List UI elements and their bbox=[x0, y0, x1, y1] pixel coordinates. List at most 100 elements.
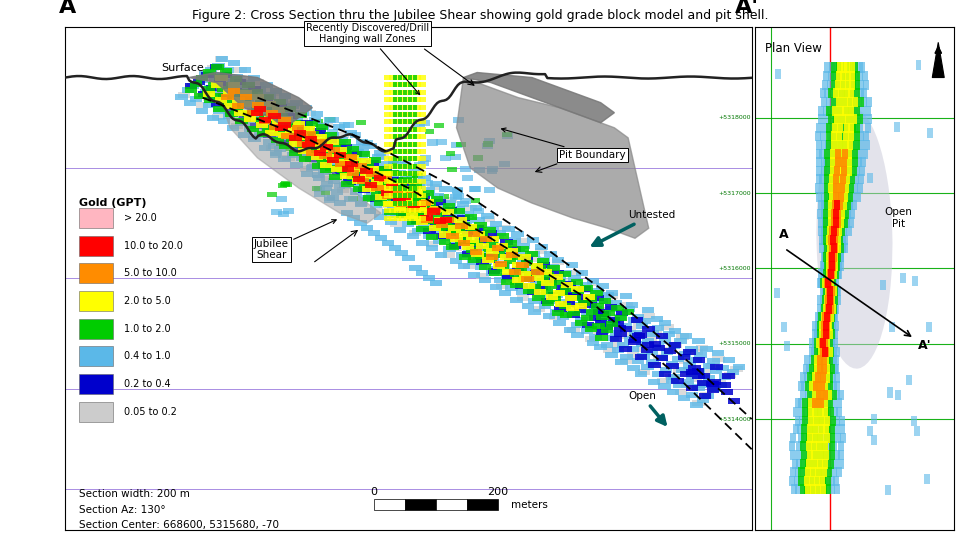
Bar bbox=[414, 120, 420, 124]
Bar bbox=[833, 183, 840, 193]
Bar bbox=[830, 355, 836, 365]
Bar bbox=[797, 424, 804, 434]
Bar bbox=[823, 390, 828, 400]
Bar bbox=[419, 186, 425, 191]
Bar bbox=[808, 416, 814, 425]
Bar bbox=[414, 134, 418, 139]
Bar bbox=[826, 347, 831, 357]
Bar bbox=[825, 329, 830, 340]
Bar bbox=[420, 156, 431, 162]
Bar bbox=[815, 372, 821, 383]
Bar bbox=[387, 199, 396, 204]
Bar bbox=[384, 112, 392, 117]
Bar bbox=[399, 112, 406, 117]
Bar bbox=[817, 355, 823, 365]
Bar bbox=[817, 329, 823, 340]
Bar bbox=[839, 416, 845, 425]
Bar bbox=[821, 355, 827, 365]
Bar bbox=[911, 416, 917, 426]
Bar bbox=[840, 71, 847, 81]
Bar bbox=[393, 171, 396, 176]
Bar bbox=[845, 114, 851, 124]
Bar bbox=[827, 269, 833, 279]
Bar bbox=[871, 414, 876, 424]
Bar bbox=[796, 441, 802, 452]
Text: 200: 200 bbox=[487, 487, 508, 497]
Bar bbox=[840, 244, 846, 253]
Bar bbox=[823, 459, 828, 468]
Bar bbox=[834, 166, 840, 176]
Bar bbox=[836, 244, 843, 253]
Bar bbox=[827, 132, 833, 141]
Bar bbox=[792, 459, 798, 468]
Bar bbox=[815, 467, 821, 477]
Bar bbox=[829, 260, 836, 271]
Bar bbox=[833, 114, 839, 124]
Bar bbox=[838, 105, 845, 116]
Bar bbox=[818, 416, 824, 425]
Bar bbox=[827, 269, 832, 279]
Bar bbox=[849, 62, 854, 73]
Bar bbox=[831, 132, 837, 141]
Bar bbox=[830, 252, 836, 262]
Bar bbox=[820, 355, 826, 365]
Bar bbox=[824, 200, 829, 210]
Bar bbox=[829, 244, 835, 253]
Bar bbox=[847, 183, 852, 193]
Bar bbox=[828, 304, 834, 313]
Bar bbox=[399, 171, 406, 176]
Bar bbox=[841, 149, 848, 159]
Bar bbox=[832, 286, 838, 296]
Bar bbox=[802, 381, 807, 391]
Bar bbox=[830, 140, 837, 150]
Bar bbox=[831, 62, 837, 73]
Bar bbox=[829, 226, 835, 236]
Bar bbox=[819, 416, 825, 425]
Bar bbox=[824, 416, 829, 425]
Bar bbox=[831, 97, 837, 107]
Bar bbox=[79, 374, 113, 394]
Bar bbox=[824, 321, 829, 331]
Bar bbox=[460, 165, 471, 172]
Bar bbox=[819, 476, 826, 486]
Bar bbox=[399, 90, 406, 95]
Bar bbox=[824, 329, 830, 340]
Bar bbox=[835, 467, 842, 477]
Bar bbox=[828, 183, 834, 193]
Bar bbox=[822, 390, 828, 400]
Bar bbox=[841, 149, 847, 159]
Bar bbox=[326, 129, 338, 135]
Bar bbox=[813, 424, 819, 434]
Bar bbox=[813, 381, 820, 391]
Bar bbox=[827, 252, 832, 262]
Bar bbox=[404, 193, 411, 199]
Bar bbox=[806, 381, 812, 391]
Bar bbox=[829, 62, 835, 73]
Bar bbox=[832, 123, 838, 133]
Bar bbox=[801, 433, 806, 443]
Bar bbox=[828, 80, 833, 90]
Bar bbox=[836, 157, 842, 167]
Bar bbox=[399, 97, 406, 102]
Bar bbox=[390, 82, 396, 87]
Bar bbox=[826, 407, 832, 417]
Bar bbox=[795, 467, 801, 477]
Bar bbox=[805, 459, 812, 468]
Bar bbox=[832, 235, 838, 245]
Bar bbox=[848, 174, 853, 185]
Bar bbox=[830, 157, 836, 167]
Bar bbox=[852, 62, 858, 73]
Bar bbox=[836, 80, 842, 90]
Bar bbox=[824, 183, 830, 193]
Bar bbox=[397, 134, 402, 139]
Bar bbox=[822, 217, 828, 228]
Bar bbox=[809, 484, 815, 495]
Bar bbox=[820, 347, 826, 357]
Bar bbox=[815, 476, 821, 486]
Bar bbox=[829, 286, 835, 296]
Bar bbox=[856, 97, 862, 107]
Bar bbox=[833, 355, 839, 365]
Bar bbox=[828, 217, 833, 228]
Bar bbox=[832, 192, 839, 201]
Bar bbox=[825, 312, 830, 322]
